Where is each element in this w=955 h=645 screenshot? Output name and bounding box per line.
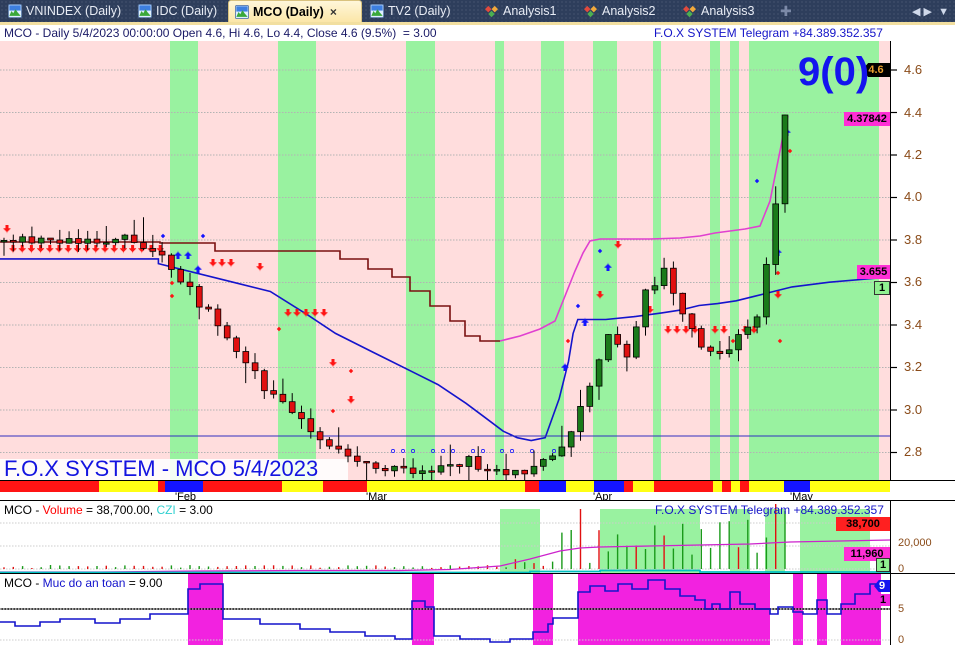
svg-text:F.O.X SYSTEM - MCO 5/4/2023: F.O.X SYSTEM - MCO 5/4/2023 (4, 456, 318, 480)
